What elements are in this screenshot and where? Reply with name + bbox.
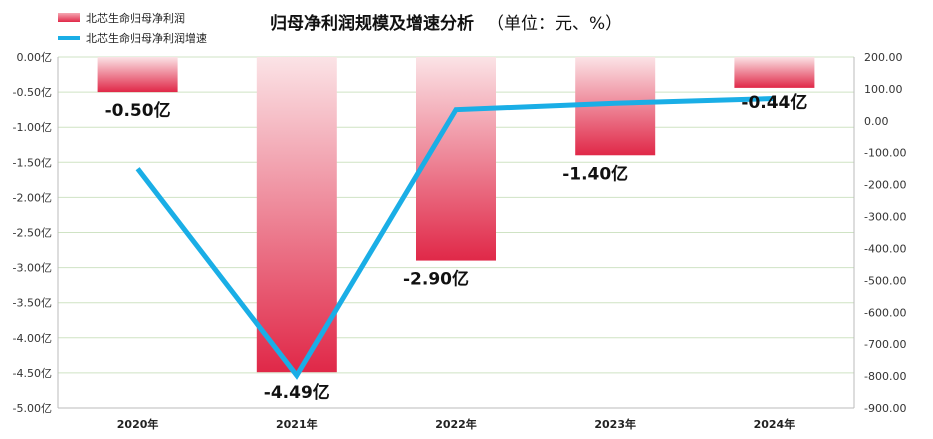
legend: 北芯生命归母净利润 北芯生命归母净利润增速: [58, 11, 207, 45]
right-tick-label: -600.00: [864, 306, 906, 319]
left-tick-label: 0.00亿: [17, 51, 53, 64]
x-tick-label: 2020年: [117, 417, 159, 431]
left-tick-label: -2.50亿: [13, 227, 52, 240]
chart-title: 归母净利润规模及增速分析 （单位：元、%）: [270, 13, 622, 34]
right-tick-label: -700.00: [864, 338, 906, 351]
left-tick-label: -4.50亿: [13, 367, 52, 380]
left-tick-label: -3.50亿: [13, 297, 52, 310]
right-tick-label: -900.00: [864, 402, 906, 415]
title-text: 归母净利润规模及增速分析: [270, 13, 474, 34]
bar-series: [97, 57, 815, 373]
right-y-axis: 200.00 100.00 0.00 -100.00 -200.00 -300.00 -40…: [853, 51, 906, 415]
bar: [734, 57, 815, 88]
right-tick-label: -400.00: [864, 242, 906, 255]
left-y-axis: 0.00亿 -0.50亿 -1.00亿 -1.50亿 -2.00亿 -2.50亿 -3.00…: [13, 51, 59, 415]
left-tick-label: -2.00亿: [13, 191, 52, 204]
left-tick-label: -3.00亿: [13, 262, 52, 275]
x-tick-label: 2021年: [276, 417, 318, 431]
legend-bar-label: 北芯生命归母净利润: [86, 11, 185, 25]
x-axis: 2020年 2021年 2022年 2023年 2024年: [58, 407, 854, 431]
title-unit-text: （单位：元、%）: [487, 14, 622, 34]
bar-data-label: -1.40亿: [562, 163, 628, 184]
right-tick-label: 200.00: [864, 51, 903, 64]
bar-data-label: -0.44亿: [741, 92, 807, 113]
right-tick-label: 0.00: [864, 115, 889, 128]
bar: [256, 57, 337, 373]
left-tick-label: -4.00亿: [13, 332, 52, 345]
right-tick-label: -800.00: [864, 370, 906, 383]
legend-line-label: 北芯生命归母净利润增速: [86, 31, 207, 45]
bar-data-label: -2.90亿: [403, 269, 469, 290]
bar: [97, 57, 178, 93]
right-tick-label: -500.00: [864, 274, 906, 287]
left-tick-label: -5.00亿: [13, 402, 52, 415]
right-tick-label: -200.00: [864, 179, 906, 192]
legend-bar-swatch: [58, 13, 80, 22]
x-tick-label: 2024年: [754, 417, 796, 431]
x-tick-label: 2022年: [435, 417, 477, 431]
right-tick-label: 100.00: [864, 83, 903, 96]
left-tick-label: -1.50亿: [13, 156, 52, 169]
line-series: [135, 95, 775, 380]
right-tick-label: -300.00: [864, 211, 906, 224]
right-tick-label: -100.00: [864, 147, 906, 160]
x-tick-label: 2023年: [594, 417, 636, 431]
bar-data-label: -4.49亿: [264, 382, 330, 403]
bar-data-label: -0.50亿: [105, 100, 171, 121]
left-tick-label: -0.50亿: [13, 86, 52, 99]
left-tick-label: -1.00亿: [13, 121, 52, 134]
data-labels: -0.50亿 -4.49亿 -2.90亿 -1.40亿 -0.44亿: [105, 92, 808, 403]
